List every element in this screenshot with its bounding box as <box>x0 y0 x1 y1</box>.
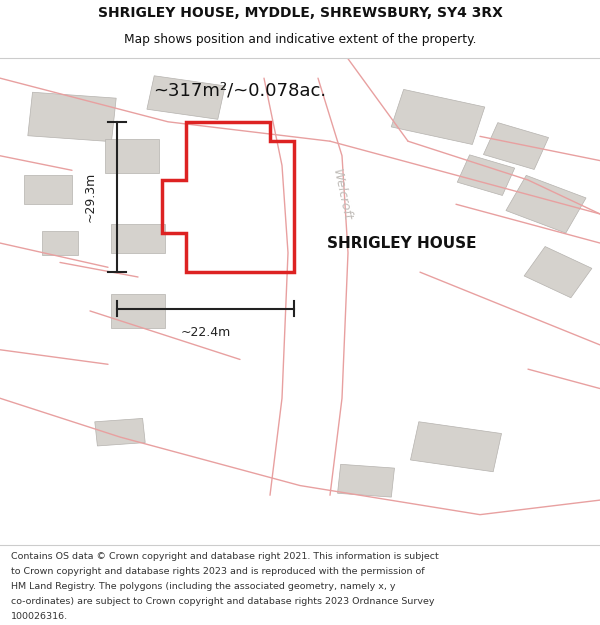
Text: ~22.4m: ~22.4m <box>181 326 230 339</box>
Polygon shape <box>338 464 394 497</box>
Polygon shape <box>457 155 515 196</box>
Text: ~317m²/~0.078ac.: ~317m²/~0.078ac. <box>154 81 326 99</box>
Text: to Crown copyright and database rights 2023 and is reproduced with the permissio: to Crown copyright and database rights 2… <box>11 567 424 576</box>
Polygon shape <box>391 89 485 144</box>
Text: co-ordinates) are subject to Crown copyright and database rights 2023 Ordnance S: co-ordinates) are subject to Crown copyr… <box>11 597 434 606</box>
Polygon shape <box>506 176 586 233</box>
Polygon shape <box>24 175 72 204</box>
Text: HM Land Registry. The polygons (including the associated geometry, namely x, y: HM Land Registry. The polygons (includin… <box>11 582 395 591</box>
Text: Contains OS data © Crown copyright and database right 2021. This information is : Contains OS data © Crown copyright and d… <box>11 552 439 561</box>
Polygon shape <box>95 418 145 446</box>
Text: Map shows position and indicative extent of the property.: Map shows position and indicative extent… <box>124 34 476 46</box>
Text: ~29.3m: ~29.3m <box>83 172 97 222</box>
Polygon shape <box>28 92 116 142</box>
Text: SHRIGLEY HOUSE: SHRIGLEY HOUSE <box>327 236 477 251</box>
Polygon shape <box>105 139 159 172</box>
Text: SHRIGLEY HOUSE, MYDDLE, SHREWSBURY, SY4 3RX: SHRIGLEY HOUSE, MYDDLE, SHREWSBURY, SY4 … <box>98 6 502 20</box>
Polygon shape <box>410 422 502 472</box>
Text: 100026316.: 100026316. <box>11 612 68 621</box>
Polygon shape <box>147 76 225 119</box>
Polygon shape <box>524 246 592 298</box>
Text: Welcroft: Welcroft <box>330 168 354 222</box>
Polygon shape <box>484 122 548 169</box>
Polygon shape <box>42 231 78 255</box>
Polygon shape <box>111 224 165 253</box>
Polygon shape <box>111 294 165 328</box>
